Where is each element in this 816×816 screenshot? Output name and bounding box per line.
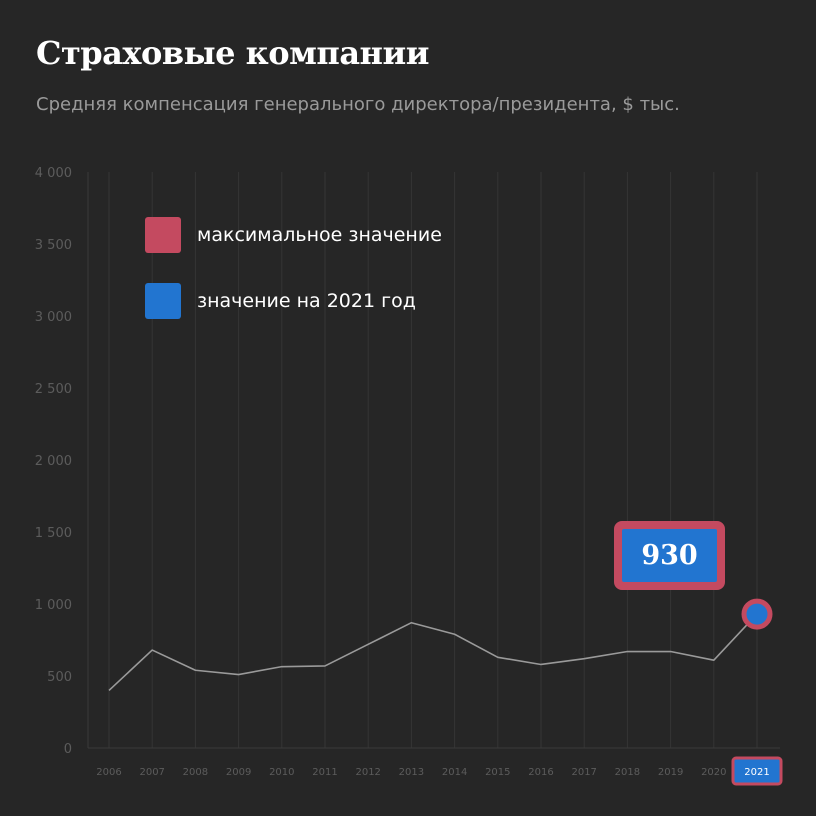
y-tick-label: 1 500 [35, 526, 72, 541]
highlight-point-2021 [741, 598, 773, 630]
x-tick-label-2006: 2006 [96, 767, 121, 778]
x-tick-label-2007: 2007 [139, 767, 164, 778]
x-tick-label-2008: 2008 [183, 767, 208, 778]
value-callout-text: 930 [622, 529, 717, 582]
x-tick-label-2021: 2021 [744, 767, 769, 778]
y-tick-label: 3 500 [35, 238, 72, 253]
x-tick-label-2010: 2010 [269, 767, 294, 778]
x-tick-label-2009: 2009 [226, 767, 251, 778]
x-tick-label-2012: 2012 [355, 767, 380, 778]
legend-swatch-2021 [145, 283, 181, 319]
x-tick-label-2018: 2018 [615, 767, 640, 778]
value-callout: 930 [614, 521, 725, 590]
chart-title: Страховые компании [36, 34, 429, 72]
legend-swatch-max [145, 217, 181, 253]
x-tick-label-2015: 2015 [485, 767, 510, 778]
x-tick-highlight-box [731, 756, 783, 786]
chart-subtitle: Средняя компенсация генерального директо… [36, 94, 680, 115]
legend-label-max: максимальное значение [197, 224, 442, 246]
series-line [108, 613, 758, 691]
y-tick-label: 2 000 [35, 454, 72, 469]
legend-item-2021: значение на 2021 год [145, 283, 416, 319]
x-tick-label-2013: 2013 [399, 767, 424, 778]
y-tick-label: 500 [47, 670, 72, 685]
x-tick-label-2019: 2019 [658, 767, 683, 778]
y-tick-label: 4 000 [35, 166, 72, 181]
x-tick-label-2016: 2016 [528, 767, 553, 778]
y-tick-label: 3 000 [35, 310, 72, 325]
y-tick-label: 1 000 [35, 598, 72, 613]
y-tick-label: 2 500 [35, 382, 72, 397]
x-tick-label-2017: 2017 [571, 767, 596, 778]
x-tick-label-2011: 2011 [312, 767, 337, 778]
legend-item-max: максимальное значение [145, 217, 442, 253]
x-tick-label-2014: 2014 [442, 767, 467, 778]
y-tick-label: 0 [64, 742, 72, 757]
x-tick-label-2020: 2020 [701, 767, 726, 778]
legend-label-2021: значение на 2021 год [197, 290, 416, 312]
